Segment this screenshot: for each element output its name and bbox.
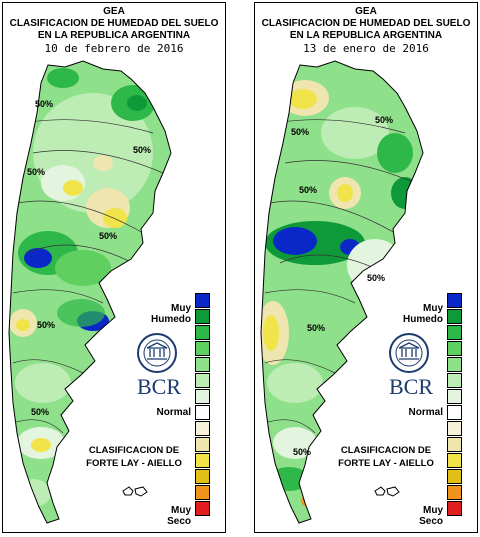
org-label: GEA [355,6,377,17]
legend-swatch-12 [447,485,462,500]
legend-swatch-2 [195,325,210,340]
legend-swatch-0 [447,293,462,308]
legend-label-muy-seco: Muy Seco [385,505,443,527]
legend-label-muy-humedo-text: Muy Humedo [151,303,191,325]
legend-swatch-9 [447,437,462,452]
legend-label-muy-humedo: Muy Humedo [133,303,191,325]
contour-label: 50% [307,323,325,333]
argentina-map-right: 50% 50% 50% 50% 50% 50% [260,60,424,524]
map-panel-right: GEA CLASIFICACION DE HUMEDAD DEL SUELO E… [254,2,478,533]
legend-label-muy-seco: Muy Seco [133,505,191,527]
legend-swatches-left [195,293,212,517]
map-panel-left: GEA CLASIFICACION DE HUMEDAD DEL SUELO E… [2,2,226,533]
legend-swatch-11 [195,469,210,484]
contour-label: 50% [27,167,45,177]
legend-swatch-6 [447,389,462,404]
contour-label: 50% [293,447,311,457]
contour-label: 50% [133,145,151,155]
map-date: 10 de febrero de 2016 [44,42,184,55]
legend-swatch-0 [195,293,210,308]
legend-swatch-5 [195,373,210,388]
legend-swatches-right [447,293,464,517]
legend-swatch-7 [447,405,462,420]
argentina-map-left: 50% 50% 50% 50% 50% 50% [8,60,172,524]
malvinas-islands-icon [374,486,400,497]
contour-label: 50% [367,273,385,283]
legend-swatch-3 [447,341,462,356]
legend-swatch-2 [447,325,462,340]
legend-label-muy-seco-text: Muy Seco [167,505,191,527]
legend-swatch-8 [195,421,210,436]
legend-label-muy-humedo: Muy Humedo [385,303,443,325]
classification-line2: FORTE LAY - AIELLO [338,458,434,469]
legend-swatch-11 [447,469,462,484]
map-title-line1: CLASIFICACION DE HUMEDAD DEL SUELO [261,18,471,29]
classification-line1: CLASIFICACION DE [88,445,180,456]
legend-label-muy-humedo-text: Muy Humedo [403,303,443,325]
bcr-seal-icon [389,333,429,373]
contour-label: 50% [35,99,53,109]
legend-swatch-8 [447,421,462,436]
legend-swatch-13 [447,501,462,516]
map-title-line2: EN LA REPUBLICA ARGENTINA [37,30,191,41]
legend-swatch-6 [195,389,210,404]
legend-swatch-4 [447,357,462,372]
map-title-line2: EN LA REPUBLICA ARGENTINA [289,30,443,41]
contour-label: 50% [37,320,55,330]
contour-label: 50% [299,185,317,195]
legend-swatch-12 [195,485,210,500]
legend-swatch-5 [447,373,462,388]
legend-swatch-13 [195,501,210,516]
legend-swatch-10 [195,453,210,468]
legend-label-normal: Normal [156,407,191,418]
legend-swatch-3 [195,341,210,356]
contour-label: 50% [291,127,309,137]
legend-swatch-10 [447,453,462,468]
legend-swatch-9 [195,437,210,452]
bcr-seal-icon [137,333,177,373]
legend-swatch-4 [195,357,210,372]
contour-label: 50% [375,115,393,125]
map-title-line1: CLASIFICACION DE HUMEDAD DEL SUELO [9,18,219,29]
org-label: GEA [103,6,125,17]
bcr-logo-text: BCR [136,374,182,399]
legend-swatch-1 [195,309,210,324]
contour-label: 50% [31,407,49,417]
legend-label-normal: Normal [408,407,443,418]
map-date: 13 de enero de 2016 [303,42,429,55]
contour-label: 50% [99,231,117,241]
malvinas-islands-icon [122,486,148,497]
classification-line1: CLASIFICACION DE [340,445,432,456]
legend-swatch-1 [447,309,462,324]
legend-swatch-7 [195,405,210,420]
legend-label-muy-seco-text: Muy Seco [419,505,443,527]
classification-line2: FORTE LAY - AIELLO [86,458,182,469]
bcr-logo-text: BCR [388,374,434,399]
